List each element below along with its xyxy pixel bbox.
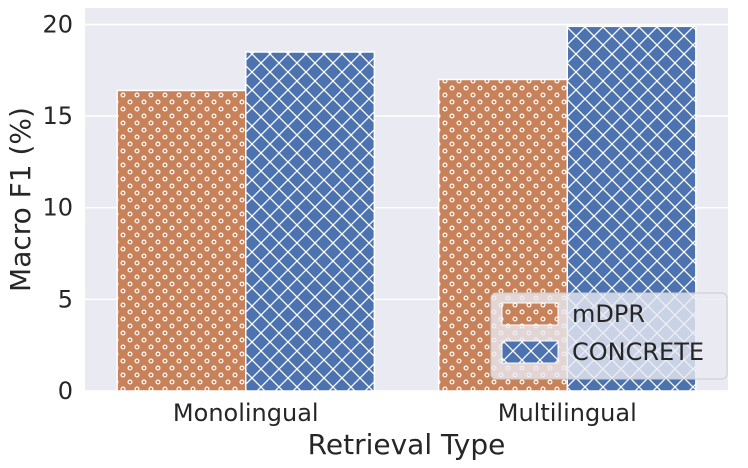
y-axis-label: Macro F1 (%) — [4, 107, 37, 292]
y-tick-label: 10 — [42, 194, 73, 222]
y-tick-label: 0 — [58, 377, 73, 405]
legend-label: CONCRETE — [572, 338, 704, 366]
x-axis-label: Retrieval Type — [308, 428, 506, 461]
legend: mDPR CONCRETE — [490, 292, 728, 380]
legend-label: mDPR — [572, 300, 645, 328]
bar-concrete-monolingual — [245, 51, 376, 392]
legend-swatch-mdpr — [501, 302, 559, 326]
x-tick-label: Monolingual — [173, 399, 319, 427]
bar-mdpr-monolingual — [116, 89, 247, 392]
y-tick-label: 5 — [58, 285, 73, 313]
y-tick-label: 20 — [42, 10, 73, 38]
x-axis-ticks: Monolingual Multilingual — [173, 399, 637, 427]
x-tick-label: Multilingual — [498, 399, 637, 427]
legend-swatch-concrete — [501, 340, 559, 364]
y-tick-label: 15 — [42, 102, 73, 130]
y-axis-ticks: 0 5 10 15 20 — [42, 10, 73, 405]
